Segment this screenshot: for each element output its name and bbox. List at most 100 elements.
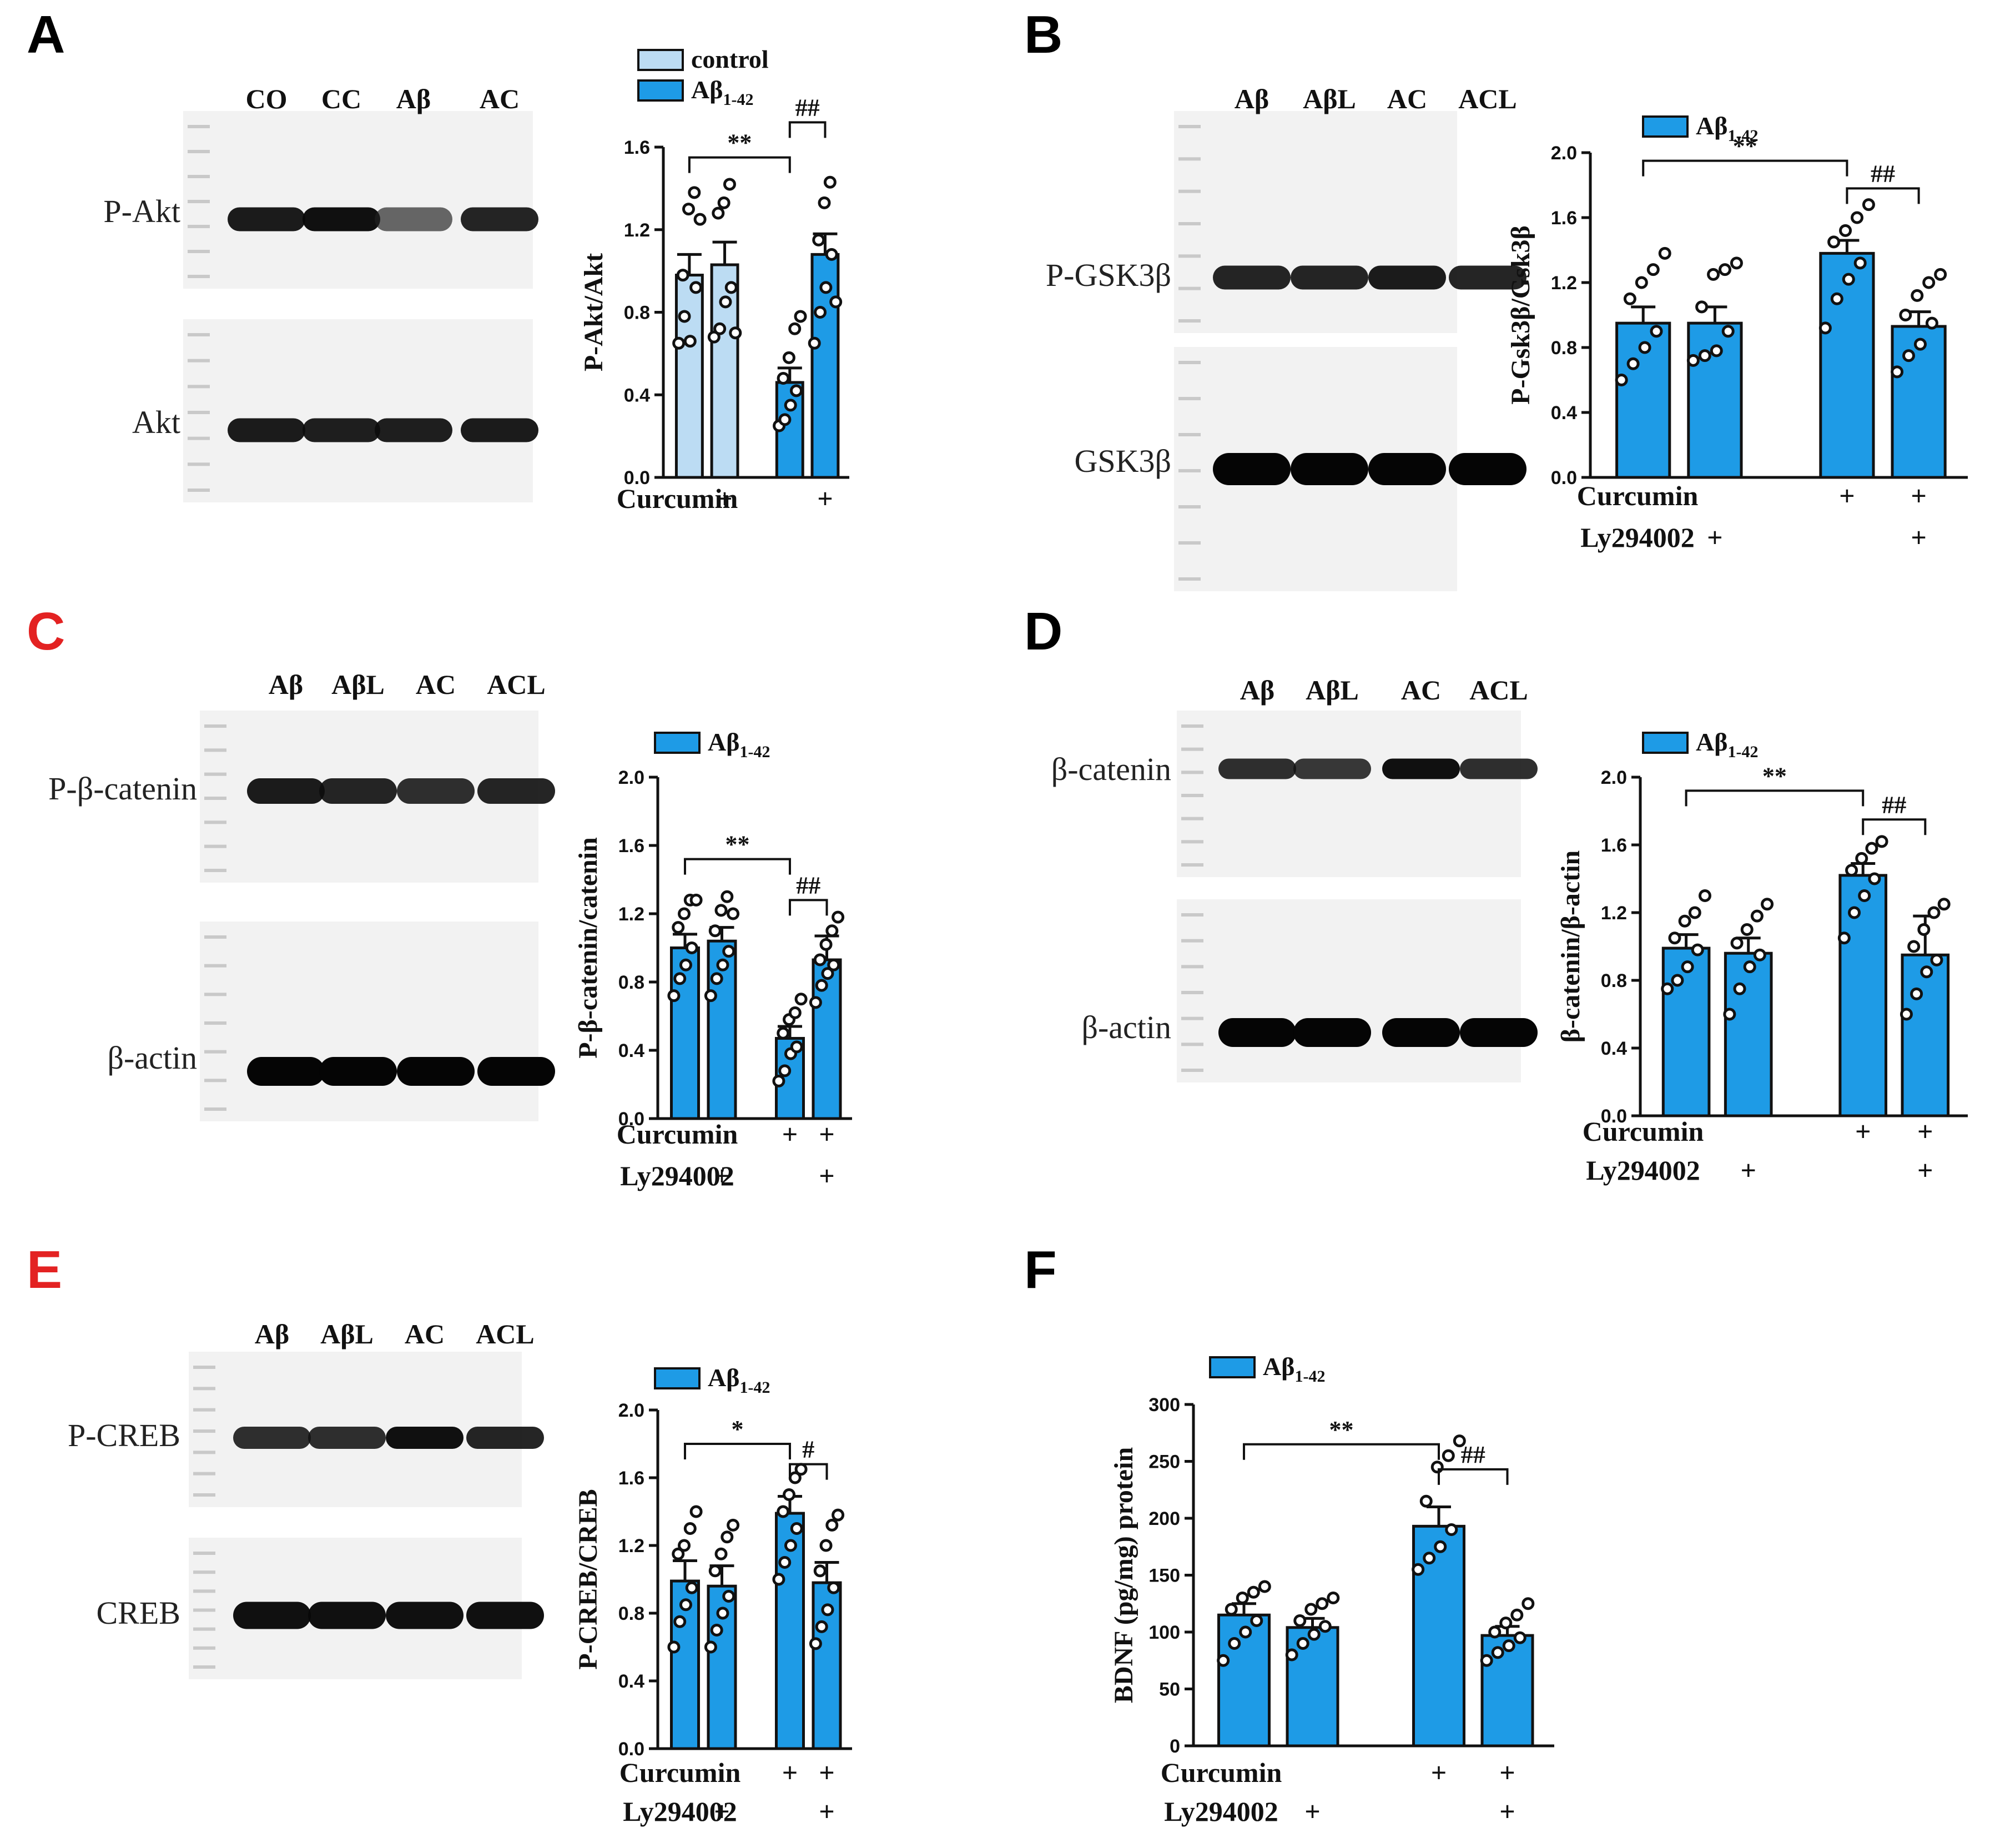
blot-label: P-β-catenin: [48, 771, 197, 807]
protein-band: [228, 418, 305, 442]
legend-label-sub: 1-42: [1727, 743, 1758, 761]
data-point: [679, 958, 692, 971]
ladder-band: [1178, 541, 1201, 545]
data-point: [1875, 835, 1888, 848]
bar: [1838, 874, 1887, 1117]
treatment-label: Curcumin: [617, 1119, 738, 1150]
data-point: [1626, 357, 1640, 370]
ladder-band: [193, 1665, 215, 1669]
significance-bracket: [789, 899, 828, 916]
data-point: [716, 1607, 729, 1620]
ladder-band: [1181, 747, 1203, 751]
data-point: [1920, 965, 1933, 979]
legend-label: Aβ1-42: [708, 728, 770, 761]
protein-band: [386, 1427, 464, 1449]
data-point: [1635, 276, 1648, 289]
data-point: [772, 1074, 785, 1087]
data-point: [678, 310, 691, 323]
data-point: [1217, 1654, 1230, 1667]
significance-label: ##: [1871, 160, 1895, 187]
ladder-band: [193, 1552, 215, 1555]
data-point: [678, 907, 691, 920]
data-point: [794, 1463, 808, 1476]
ladder-band: [1181, 965, 1203, 969]
data-point: [1412, 1563, 1425, 1576]
protein-band: [1293, 1018, 1371, 1047]
blot-label: P-CREB: [68, 1417, 180, 1453]
treatment-mark: +: [819, 1757, 835, 1788]
protein-band: [1218, 758, 1296, 779]
data-point: [1646, 263, 1660, 276]
panel-letter: B: [1024, 5, 1062, 64]
y-tick-label: 1.2: [1551, 273, 1577, 294]
data-point: [1855, 852, 1868, 865]
ladder-band: [188, 125, 210, 128]
significance-label: ##: [1882, 791, 1906, 818]
data-point: [721, 890, 734, 903]
data-point: [1488, 1625, 1502, 1639]
y-tick-label: 1.6: [1601, 835, 1627, 856]
data-point: [1491, 1646, 1504, 1659]
data-point: [1247, 1585, 1260, 1599]
y-tick-label: 1.6: [618, 1468, 644, 1489]
lane-label: AβL: [1303, 83, 1356, 114]
protein-band: [308, 1427, 386, 1449]
lane-label: Aβ: [1240, 674, 1274, 706]
ladder-band: [204, 844, 226, 848]
data-point: [1907, 940, 1921, 953]
ladder-band: [1178, 254, 1201, 258]
data-point: [1902, 349, 1916, 362]
data-point: [678, 1539, 691, 1552]
data-point: [827, 958, 840, 971]
data-point: [825, 248, 838, 261]
ladder-band: [193, 1366, 215, 1369]
data-point: [1239, 1625, 1252, 1639]
data-point: [1316, 1597, 1329, 1610]
data-point: [1658, 246, 1671, 260]
protein-band: [1460, 758, 1538, 779]
data-point: [727, 1518, 740, 1532]
data-point: [829, 295, 843, 309]
data-point: [778, 1064, 792, 1077]
data-point: [825, 924, 839, 938]
data-point: [683, 335, 697, 348]
ladder-band: [193, 1627, 215, 1631]
data-point: [688, 186, 701, 199]
legend-label-main: Aβ: [1696, 728, 1727, 756]
data-point: [772, 1573, 785, 1586]
ladder-band: [188, 436, 210, 440]
data-point: [1236, 1592, 1249, 1604]
data-point: [676, 269, 689, 282]
ladder-band: [1178, 469, 1201, 472]
y-tick-label: 0.0: [1551, 467, 1577, 489]
y-axis-label: P-Akt/Akt: [579, 253, 608, 371]
lane-label: Aβ: [269, 669, 303, 700]
legend-swatch: [654, 1367, 701, 1389]
data-point: [1250, 1614, 1263, 1627]
data-point: [1934, 268, 1947, 281]
ladder-band: [1178, 189, 1201, 193]
legend-label-main: Aβ: [691, 75, 723, 104]
data-point: [809, 1637, 822, 1650]
blot-membrane: [183, 319, 533, 502]
significance-bracket: [1862, 818, 1927, 835]
blot-membrane: [183, 111, 533, 289]
protein-band: [466, 1427, 544, 1449]
y-tick-label: 100: [1148, 1622, 1180, 1643]
data-point: [714, 1547, 728, 1560]
lane-label: AC: [1401, 674, 1441, 706]
ladder-band: [193, 1387, 215, 1391]
data-point: [667, 989, 681, 1003]
data-point: [827, 1581, 840, 1594]
significance-label: **: [726, 831, 750, 858]
data-point: [783, 1488, 796, 1501]
bar: [1901, 953, 1950, 1117]
bar-chart-A: 0.00.40.81.21.6P-Akt/Akt**##Curcumin+ +co…: [579, 45, 849, 514]
ladder-band: [188, 275, 210, 278]
blot-label: β-actin: [107, 1040, 197, 1076]
bar: [810, 253, 840, 479]
treatment-mark: +: [782, 1757, 798, 1788]
lane-label: AβL: [331, 669, 385, 700]
legend-swatch: [1642, 732, 1689, 754]
ladder-band: [204, 1079, 226, 1082]
